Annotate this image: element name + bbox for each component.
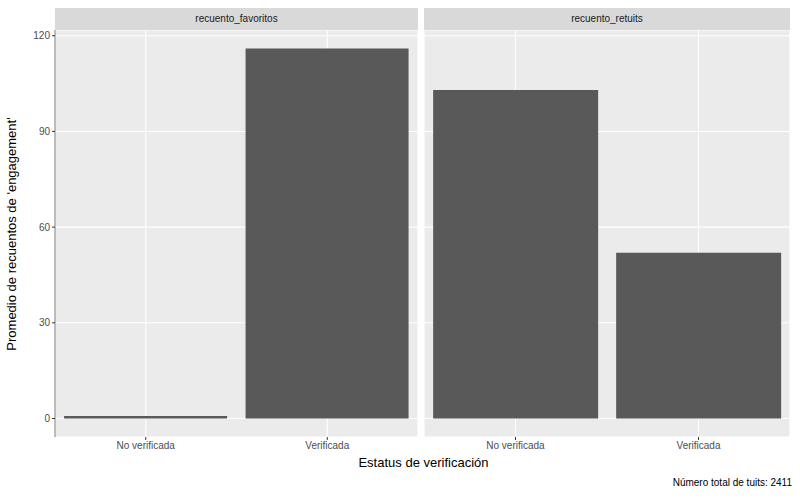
html-text:Número total de tuits: 2411: Número total de tuits: 2411 bbox=[672, 477, 792, 488]
svg-text:120: 120 bbox=[33, 30, 50, 41]
svg-text:No verificada: No verificada bbox=[486, 440, 545, 451]
svg-text:Verificada: Verificada bbox=[305, 440, 349, 451]
svg-text:90: 90 bbox=[39, 126, 51, 137]
svg-text:No verificada: No verificada bbox=[117, 440, 176, 451]
html-text:Estatus de verificación: Estatus de verificación bbox=[358, 455, 489, 470]
svg-text:30: 30 bbox=[39, 317, 51, 328]
svg-text:Verificada: Verificada bbox=[677, 440, 721, 451]
svg-text:60: 60 bbox=[39, 222, 51, 233]
svg-text:0: 0 bbox=[44, 413, 50, 424]
html-text:Promedio de recuentos de 'enga: Promedio de recuentos de 'engagement' bbox=[4, 117, 19, 351]
html-text:recuento_retuits: recuento_retuits bbox=[571, 13, 643, 24]
html-text:recuento_favoritos: recuento_favoritos bbox=[195, 13, 278, 24]
